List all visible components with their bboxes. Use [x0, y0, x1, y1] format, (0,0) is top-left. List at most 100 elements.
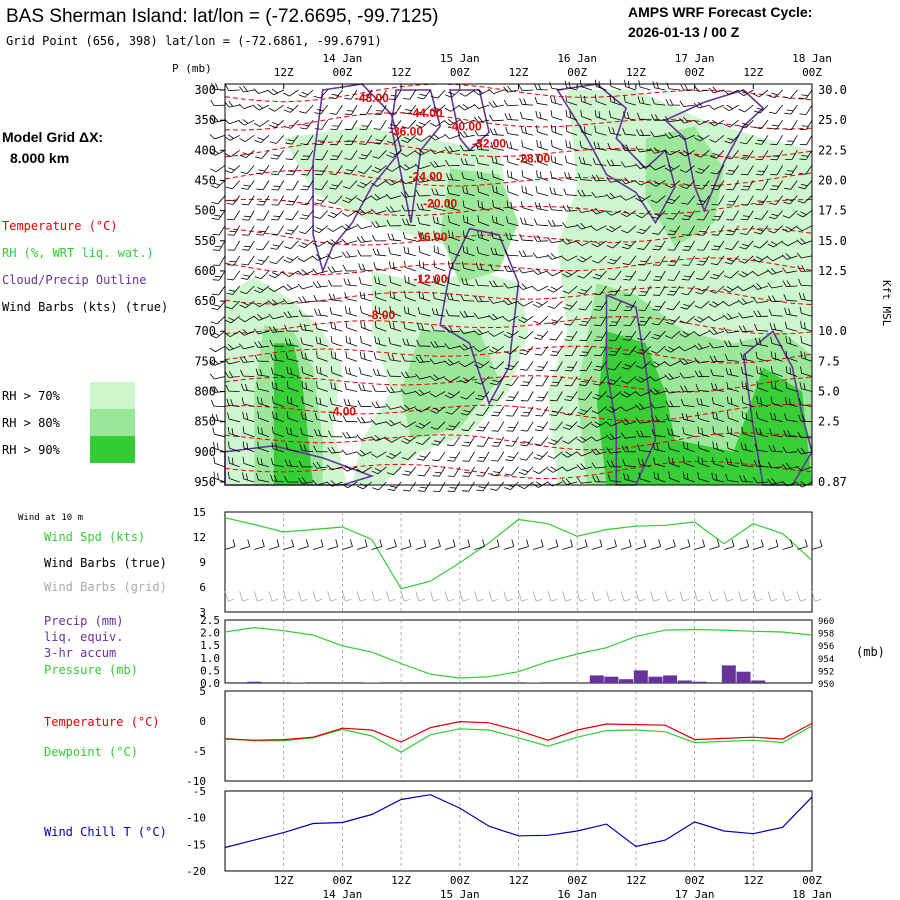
wind-barb-staff — [376, 195, 387, 201]
rh-shading-region — [273, 343, 314, 485]
wind-barb-flag — [286, 106, 294, 111]
wind-barb-staff — [350, 89, 358, 100]
wind-barb-flag — [385, 438, 392, 443]
wind-barb-flag — [462, 377, 470, 382]
wind-barb — [400, 178, 416, 185]
wind-barb-flag — [370, 208, 377, 215]
wind-barb — [241, 255, 255, 266]
wind-barb-staff — [336, 135, 343, 146]
wind-barb — [389, 290, 402, 302]
wind-barb-staff — [390, 406, 402, 410]
wind-barb — [385, 419, 402, 427]
wind-barb — [372, 150, 387, 159]
wind-barb-flag — [301, 396, 304, 404]
wind-barb-staff — [331, 299, 343, 302]
wind-barb — [371, 419, 387, 425]
wind-barb-flag — [240, 277, 248, 280]
rh-shading-region — [645, 126, 724, 247]
wind-barb-flag — [213, 182, 221, 186]
wind-barb-flag — [416, 442, 423, 445]
kft-tick-label: 25.0 — [818, 113, 847, 127]
wind-barb — [400, 421, 417, 428]
wind-barb — [329, 89, 343, 100]
wind-barb-staff — [243, 104, 255, 110]
wind-barb-staff — [317, 481, 328, 486]
wind-barb-staff — [448, 345, 460, 350]
wind-barb — [286, 165, 299, 176]
wind-barb-flag — [312, 268, 318, 275]
wind-barb-staff — [348, 195, 358, 203]
wind-barb-staff — [419, 165, 431, 170]
wind-barb-flag — [357, 249, 362, 257]
wind-barb — [386, 386, 402, 394]
temperature-contour-label: -4.00 — [329, 405, 357, 419]
wind-barb-staff — [346, 255, 358, 258]
wind-barb — [388, 104, 402, 115]
wind-barb-flag — [430, 109, 438, 113]
wind-barb-flag — [459, 131, 465, 138]
wind-barb-flag — [406, 338, 410, 346]
wind-barb-staff — [277, 225, 285, 236]
wind-barb-flag — [344, 292, 347, 299]
wind-barb-flag — [287, 139, 295, 142]
wind-barb-staff — [246, 285, 255, 295]
precip-bar — [589, 675, 604, 683]
wind-barb — [358, 150, 373, 160]
wind-barb — [344, 104, 358, 115]
wind-barb-staff — [307, 150, 314, 160]
wind-barb — [283, 255, 299, 264]
wind-barb-flag — [431, 443, 439, 446]
wind-barb — [359, 291, 372, 302]
wind-barb — [417, 466, 431, 477]
wind-barb-flag — [418, 148, 425, 154]
wind-barb-flag — [474, 381, 482, 385]
wind-barb — [459, 343, 475, 351]
wind-barb-flag — [312, 255, 318, 261]
wind-barb-flag — [422, 232, 425, 239]
wind-barb — [477, 185, 490, 196]
wind-barb-flag — [371, 453, 378, 458]
wind-barb-staff — [229, 119, 240, 125]
wind-barb-flag — [214, 386, 219, 393]
wind-barb — [316, 381, 328, 392]
wind-barb-staff — [320, 104, 329, 115]
wind-barb-staff — [463, 119, 475, 125]
wind-barb — [385, 179, 402, 186]
temperature-contour — [224, 83, 813, 103]
wind-barb-flag — [299, 444, 303, 451]
wind-barb-staff — [214, 462, 226, 468]
wind-barb-flag — [334, 382, 337, 390]
wind-barb-flag — [343, 278, 347, 285]
wind-chill-series-label: Wind Chill T (°C) — [44, 825, 167, 839]
wind-barb-flag — [301, 269, 307, 274]
wind-barb-staff — [395, 89, 402, 100]
wind-barb-flag — [226, 278, 234, 281]
precip-bar — [736, 671, 751, 683]
wind-barb — [329, 165, 343, 175]
kft-tick-label: 10.0 — [818, 324, 847, 338]
wind-barb-staff — [228, 376, 240, 378]
temperature-contour — [224, 112, 813, 131]
wind-barb-flag — [228, 456, 230, 464]
wind-barb-flag — [299, 127, 307, 130]
wind-barb-staff — [346, 342, 358, 347]
wind-barb-flag — [407, 247, 410, 255]
wind-barb-flag — [431, 96, 438, 99]
wind-barb-flag — [254, 289, 261, 294]
wind-barb — [444, 145, 460, 153]
wind-barb — [373, 262, 387, 272]
wind-barb-staff — [331, 327, 343, 332]
wind-barb — [371, 234, 387, 242]
wind-barb-flag — [374, 113, 381, 115]
wind-barb-flag — [419, 356, 424, 363]
wind-barb-flag — [466, 216, 469, 224]
wind-barb-flag — [433, 276, 436, 283]
wind-barb-flag — [272, 244, 280, 247]
wind-barb — [285, 352, 299, 362]
wind-barb-flag — [298, 477, 303, 484]
wind-barb-staff — [464, 236, 475, 242]
wind-barb-flag — [401, 204, 406, 212]
wind-barb-staff — [463, 134, 475, 138]
wind-barb — [327, 266, 343, 273]
temperature-contour — [224, 432, 813, 451]
